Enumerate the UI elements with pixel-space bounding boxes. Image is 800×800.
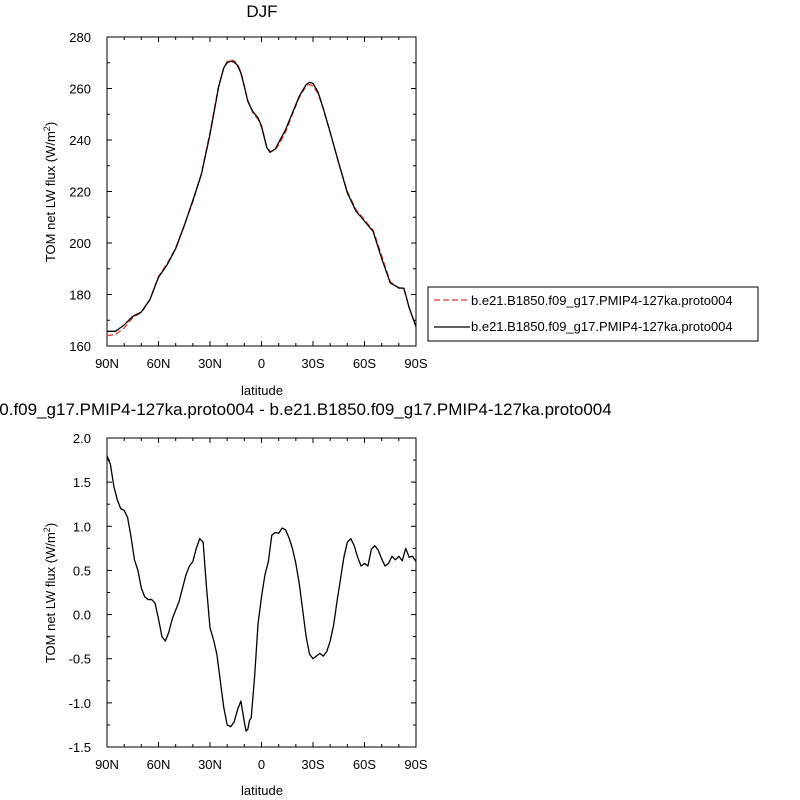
bottom-x-tick-label: 90N [95,757,119,772]
bottom-x-tick-label: 0 [258,757,265,772]
top-y-tick-label: 180 [69,288,91,303]
top-y-tick-label: 200 [69,236,91,251]
top-series-line-1 [106,59,417,337]
top-chart-title: DJF [246,2,277,21]
bottom-x-tick-label: 30N [198,757,222,772]
bottom-chart-title: b.e21.B1850.f09_g17.PMIP4-127ka.proto004… [0,400,612,419]
bottom-y-tick-label: 1.5 [73,475,91,490]
legend-box [427,286,759,342]
legend-entry-2: b.e21.B1850.f09_g17.PMIP4-127ka.proto004 [471,319,733,334]
bottom-x-axis-label: latitude [241,783,283,798]
top-x-tick-label: 30N [198,356,222,371]
bottom-y-tick-label: -0.5 [69,652,91,667]
top-series-line-2 [107,60,417,332]
bottom-series-line-1 [106,455,417,732]
bottom-y-axis-label: TOM net LW flux (W/m2) [42,523,58,663]
top-y-tick-label: 160 [69,339,91,354]
bottom-y-tick-label: -1.5 [69,740,91,755]
legend: b.e21.B1850.f09_g17.PMIP4-127ka.proto004… [427,286,759,342]
top-y-tick-label: 240 [69,133,91,148]
bottom-y-tick-label: 2.0 [73,431,91,446]
bottom-panel: b.e21.B1850.f09_g17.PMIP4-127ka.proto004… [0,400,612,798]
top-x-axis-label: latitude [241,383,283,398]
top-y-tick-label: 220 [69,185,91,200]
legend-entry-1: b.e21.B1850.f09_g17.PMIP4-127ka.proto004 [471,293,733,308]
bottom-y-tick-label: -1.0 [69,696,91,711]
top-x-tick-label: 0 [258,356,265,371]
bottom-plot-frame [106,437,417,748]
top-x-tick-label: 60N [147,356,171,371]
bottom-y-tick-label: 0.0 [73,608,91,623]
top-panel: DJF 90N 60N 30N 0 30S 60S 90S 160 180 200 220 240 26… [42,2,428,398]
top-x-tick-label: 60S [353,356,376,371]
top-x-tick-label: 90N [95,356,119,371]
bottom-x-tick-label: 30S [301,757,324,772]
bottom-x-tick-label: 60S [353,757,376,772]
top-y-axis-label: TOM net LW flux (W/m2) [42,122,58,262]
bottom-x-tick-label: 60N [147,757,171,772]
bottom-y-tick-label: 0.5 [73,563,91,578]
top-plot-frame [106,36,417,347]
bottom-y-tick-label: 1.0 [73,519,91,534]
top-y-tick-label: 280 [69,30,91,45]
top-x-tick-label: 30S [301,356,324,371]
top-x-tick-label: 90S [404,356,427,371]
bottom-x-tick-label: 90S [404,757,427,772]
top-y-tick-label: 260 [69,82,91,97]
